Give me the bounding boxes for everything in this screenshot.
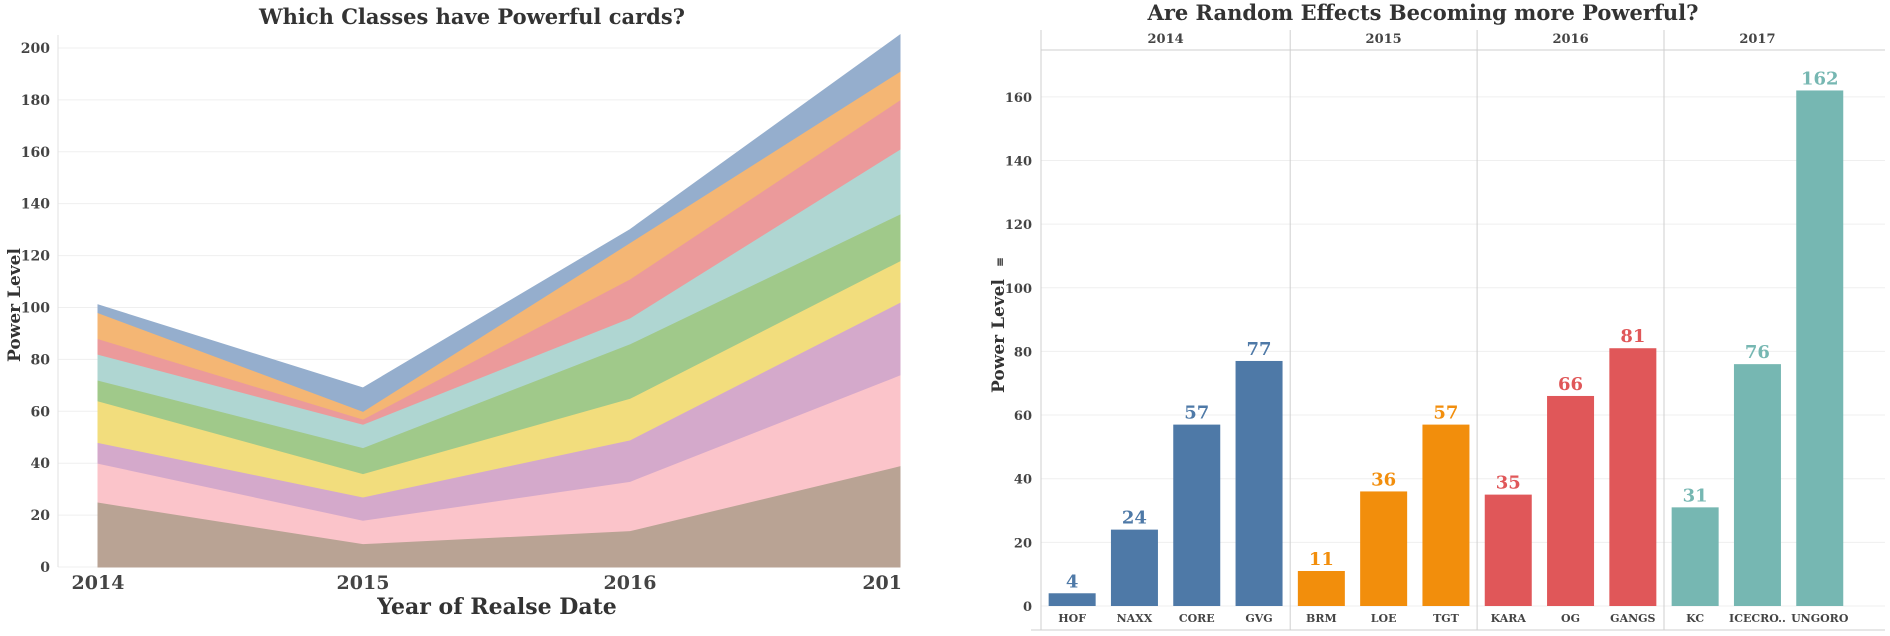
bar-category-label: HOF: [1058, 612, 1086, 625]
bar-category-label: TGT: [1433, 612, 1460, 625]
bar-category-label: UNGORO: [1791, 612, 1849, 625]
year-header-2017: 2017: [1739, 32, 1775, 47]
random-effects-bar-chart: Are Random Effects Becoming more Powerfu…: [970, 0, 1890, 632]
area-y-tick-label: 180: [21, 93, 50, 109]
area-x-tick-label: 2015: [337, 572, 390, 594]
bar-value-label: 66: [1558, 374, 1583, 395]
area-series-9[interactable]: [97, 34, 901, 412]
year-header-2015: 2015: [1366, 32, 1402, 47]
bar-brm[interactable]: [1297, 570, 1345, 606]
bar-naxx[interactable]: [1110, 529, 1158, 606]
area-x-tick-label: 2016: [604, 572, 657, 594]
bar-y-tick-label: 120: [1005, 218, 1032, 233]
bar-value-label: 36: [1371, 469, 1396, 490]
bar-value-label: 57: [1433, 403, 1458, 424]
bar-category-label: LOE: [1371, 612, 1397, 625]
bar-tgt[interactable]: [1422, 424, 1470, 606]
bar-category-label: KARA: [1491, 612, 1527, 625]
bar-value-label: 81: [1620, 326, 1645, 347]
class-power-area-chart: Which Classes have Powerful cards? 0 20 40…: [0, 0, 935, 632]
bar-value-label: 162: [1801, 68, 1839, 89]
bar-loe[interactable]: [1360, 491, 1408, 606]
bar-category-label: CORE: [1179, 612, 1215, 625]
area-y-tick-label: 80: [31, 352, 51, 368]
area-y-tick-label: 20: [31, 508, 51, 524]
bar-kara[interactable]: [1484, 494, 1532, 606]
bar-y-tick-label: 140: [1005, 154, 1032, 169]
area-y-tick-label: 120: [21, 249, 50, 265]
bar-category-label: ICECRO..: [1729, 612, 1786, 625]
bar-chart-title: Are Random Effects Becoming more Powerfu…: [1147, 0, 1699, 25]
area-y-tick-label: 140: [21, 197, 50, 213]
bar-value-label: 4: [1066, 571, 1079, 592]
bar-y-tick-label: 40: [1014, 473, 1032, 488]
bar-chart-y-axis-title: Power Level ≡: [989, 257, 1009, 393]
bar-category-label: KC: [1686, 612, 1704, 625]
area-y-tick-label: 100: [21, 300, 50, 316]
bar-y-tick-label: 0: [1023, 600, 1032, 615]
area-y-tick-label: 160: [21, 145, 50, 161]
bar-kc[interactable]: [1671, 507, 1719, 606]
bar-y-tick-label: 160: [1005, 91, 1032, 106]
bar-category-label: NAXX: [1117, 612, 1153, 625]
year-header-2016: 2016: [1552, 32, 1588, 47]
area-y-tick-label: 0: [40, 560, 50, 576]
year-header-2014: 2014: [1148, 32, 1184, 47]
bar-hof[interactable]: [1048, 593, 1096, 606]
bar-icecro[interactable]: [1733, 364, 1781, 606]
area-y-tick-label: 40: [31, 456, 51, 472]
bar-y-tick-label: 80: [1014, 345, 1032, 360]
bar-y-tick-label: 100: [1005, 282, 1032, 297]
bar-category-label: GANGS: [1610, 612, 1655, 625]
bar-category-label: GVG: [1245, 612, 1272, 625]
area-chart-title: Which Classes have Powerful cards?: [258, 4, 685, 29]
bar-y-tick-label: 60: [1014, 409, 1032, 424]
bar-value-label: 24: [1122, 508, 1147, 529]
area-chart-y-axis-title: Power Level: [5, 248, 25, 362]
bar-category-label: BRM: [1306, 612, 1337, 625]
area-chart-x-axis-title: Year of Realse Date: [376, 594, 617, 620]
bar-value-label: 77: [1247, 339, 1272, 360]
area-y-tick-label: 60: [31, 404, 51, 420]
bar-value-label: 31: [1683, 485, 1708, 506]
bar-value-label: 11: [1309, 549, 1334, 570]
bar-og[interactable]: [1547, 395, 1595, 606]
area-x-tick-label: 2014: [72, 572, 125, 594]
bar-chart-sort-indicator[interactable]: ≡: [993, 257, 1007, 267]
bar-y-tick-label: 20: [1014, 536, 1032, 551]
bar-value-label: 76: [1745, 342, 1770, 363]
bar-category-label: OG: [1561, 612, 1580, 625]
bar-ungoro[interactable]: [1796, 90, 1844, 607]
bar-value-label: 35: [1496, 473, 1521, 494]
area-y-tick-label: 200: [21, 41, 50, 57]
bar-core[interactable]: [1173, 424, 1221, 606]
bar-chart-y-axis-label: Power Level: [989, 278, 1009, 392]
bar-gangs[interactable]: [1609, 348, 1657, 606]
bar-value-label: 57: [1184, 403, 1209, 424]
area-x-tick-label: 201: [862, 572, 902, 594]
bar-gvg[interactable]: [1235, 360, 1283, 606]
